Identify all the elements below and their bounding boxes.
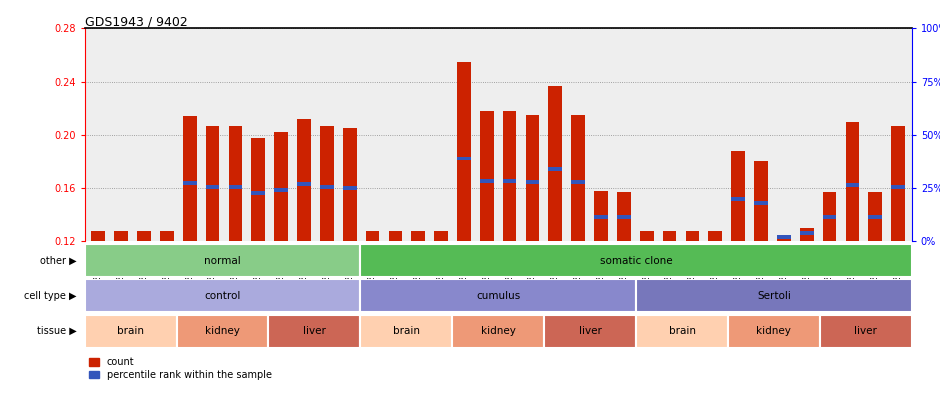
Bar: [800, 231, 813, 235]
Text: Sertoli: Sertoli: [757, 291, 791, 301]
Bar: [412, 231, 425, 241]
Bar: [731, 151, 745, 241]
Bar: [480, 111, 494, 241]
Text: kidney: kidney: [205, 326, 240, 336]
Bar: [846, 183, 859, 188]
Bar: [206, 185, 219, 189]
Bar: [177, 315, 269, 347]
Bar: [115, 231, 128, 241]
Bar: [869, 215, 882, 219]
Bar: [572, 181, 585, 184]
Bar: [544, 315, 636, 347]
Bar: [503, 111, 516, 241]
Bar: [617, 215, 631, 219]
Text: normal: normal: [204, 256, 241, 266]
Bar: [594, 215, 608, 219]
Bar: [297, 182, 311, 186]
Text: cell type ▶: cell type ▶: [24, 291, 76, 301]
Bar: [820, 315, 912, 347]
Bar: [85, 244, 360, 277]
Bar: [343, 186, 356, 190]
Bar: [251, 138, 265, 241]
Bar: [548, 167, 562, 171]
Bar: [434, 231, 448, 241]
Bar: [800, 228, 813, 241]
Bar: [388, 231, 402, 241]
Text: liver: liver: [303, 326, 326, 336]
Text: brain: brain: [118, 326, 144, 336]
Bar: [636, 315, 728, 347]
Bar: [320, 126, 334, 241]
Bar: [503, 179, 516, 183]
Bar: [731, 197, 745, 200]
Bar: [754, 162, 768, 241]
Bar: [525, 115, 540, 241]
Text: brain: brain: [393, 326, 420, 336]
Text: kidney: kidney: [757, 326, 791, 336]
Text: cumulus: cumulus: [476, 291, 521, 301]
Legend: count, percentile rank within the sample: count, percentile rank within the sample: [89, 357, 272, 380]
Text: liver: liver: [579, 326, 602, 336]
Bar: [480, 179, 494, 183]
Text: other ▶: other ▶: [39, 256, 76, 266]
Bar: [457, 62, 471, 241]
Bar: [685, 231, 699, 241]
Bar: [594, 191, 608, 241]
Bar: [85, 315, 177, 347]
Bar: [891, 126, 905, 241]
Text: brain: brain: [668, 326, 696, 336]
Bar: [269, 315, 360, 347]
Bar: [183, 116, 196, 241]
Bar: [846, 122, 859, 241]
Bar: [206, 126, 219, 241]
Bar: [869, 192, 882, 241]
Bar: [728, 315, 820, 347]
Bar: [572, 115, 585, 241]
Bar: [754, 201, 768, 205]
Bar: [617, 192, 631, 241]
Bar: [137, 231, 150, 241]
Bar: [251, 191, 265, 195]
Bar: [228, 185, 243, 189]
Bar: [85, 279, 360, 312]
Bar: [160, 231, 174, 241]
Bar: [636, 279, 912, 312]
Bar: [366, 231, 380, 241]
Bar: [640, 231, 653, 241]
Bar: [228, 126, 243, 241]
Bar: [709, 231, 722, 241]
Bar: [274, 132, 288, 241]
Text: liver: liver: [854, 326, 877, 336]
Bar: [360, 315, 452, 347]
Text: GDS1943 / 9402: GDS1943 / 9402: [85, 15, 187, 28]
Text: control: control: [204, 291, 241, 301]
Bar: [457, 156, 471, 160]
Bar: [777, 235, 791, 239]
Bar: [525, 181, 540, 184]
Bar: [343, 128, 356, 241]
Bar: [183, 181, 196, 185]
Bar: [274, 188, 288, 192]
Bar: [452, 315, 544, 347]
Text: kidney: kidney: [480, 326, 516, 336]
Bar: [891, 185, 905, 189]
Bar: [777, 235, 791, 241]
Bar: [320, 185, 334, 189]
Text: somatic clone: somatic clone: [600, 256, 672, 266]
Bar: [822, 215, 837, 219]
Bar: [548, 85, 562, 241]
Bar: [663, 231, 677, 241]
Bar: [360, 279, 636, 312]
Bar: [822, 192, 837, 241]
Text: tissue ▶: tissue ▶: [37, 326, 76, 336]
Bar: [91, 231, 105, 241]
Bar: [360, 244, 912, 277]
Bar: [297, 119, 311, 241]
